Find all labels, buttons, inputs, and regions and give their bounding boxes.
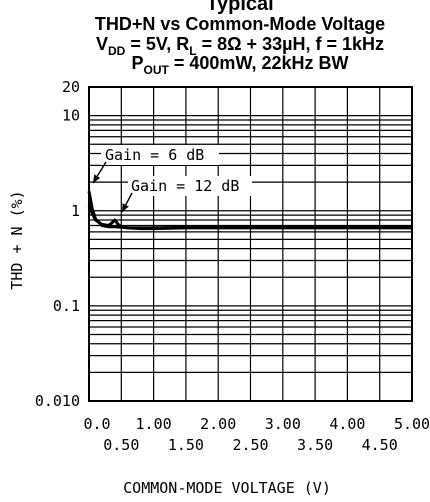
y-axis-label: THD + N (%) bbox=[8, 190, 26, 289]
y-tick-labels: 20 10 1 0.1 0.010 bbox=[35, 78, 80, 410]
y-tick-label: 0.010 bbox=[35, 392, 80, 410]
series-layer bbox=[87, 191, 412, 231]
annotation-background bbox=[101, 145, 219, 165]
series-line bbox=[87, 206, 412, 231]
pout-subscript: OUT bbox=[144, 63, 170, 77]
y-tick-label: 0.1 bbox=[53, 297, 80, 315]
annotation-gain-6db: Gain = 6 dB bbox=[105, 146, 204, 164]
annotation-background bbox=[128, 176, 252, 196]
pout-label: P bbox=[132, 53, 144, 73]
y-tick-label: 10 bbox=[62, 107, 80, 125]
annotations: Gain = 6 dB Gain = 12 dB bbox=[92, 145, 252, 213]
rl-value: = 8Ω + 33µH, f = 1kHz bbox=[197, 34, 384, 54]
chart-subtitle-output: POUT = 400mW, 22kHz BW bbox=[132, 53, 349, 77]
x-tick-label: 3.50 bbox=[297, 436, 333, 454]
x-tick-label: 1.00 bbox=[136, 415, 172, 433]
x-axis-label: COMMON-MODE VOLTAGE (V) bbox=[123, 479, 331, 497]
annotation-arrow-head bbox=[93, 174, 101, 183]
grid bbox=[88, 86, 413, 402]
pout-value: = 400mW, 22kHz BW bbox=[169, 53, 349, 73]
x-tick-label: 2.50 bbox=[232, 436, 268, 454]
chart-title: THD+N vs Common-Mode Voltage bbox=[95, 14, 385, 34]
x-tick-label: 4.00 bbox=[329, 415, 365, 433]
x-tick-label: 1.50 bbox=[168, 436, 204, 454]
y-tick-label: 1 bbox=[71, 202, 80, 220]
vdd-subscript: DD bbox=[108, 44, 126, 58]
annotation-gain-12db: Gain = 12 dB bbox=[131, 177, 239, 195]
annotation-arrow-head bbox=[122, 203, 129, 212]
vdd-label: V bbox=[96, 34, 108, 54]
x-tick-label: 4.50 bbox=[362, 436, 398, 454]
chart-title-partial: Typical bbox=[206, 0, 273, 15]
x-tick-label: 2.00 bbox=[200, 415, 236, 433]
plot-frame bbox=[88, 86, 413, 402]
x-tick-labels: 0.0 1.00 2.00 3.00 4.00 5.00 0.50 1.50 2.50 3.50 4… bbox=[83, 415, 430, 454]
x-tick-label: 0.0 bbox=[83, 415, 110, 433]
x-tick-label: 3.00 bbox=[265, 415, 301, 433]
vdd-value: = 5V, R bbox=[125, 34, 189, 54]
x-tick-label: 5.00 bbox=[394, 415, 430, 433]
x-tick-label: 0.50 bbox=[103, 436, 139, 454]
chart-subtitle-conditions: VDD = 5V, RL = 8Ω + 33µH, f = 1kHz bbox=[96, 34, 384, 58]
y-tick-label: 20 bbox=[62, 78, 80, 96]
rl-subscript: L bbox=[189, 44, 196, 58]
